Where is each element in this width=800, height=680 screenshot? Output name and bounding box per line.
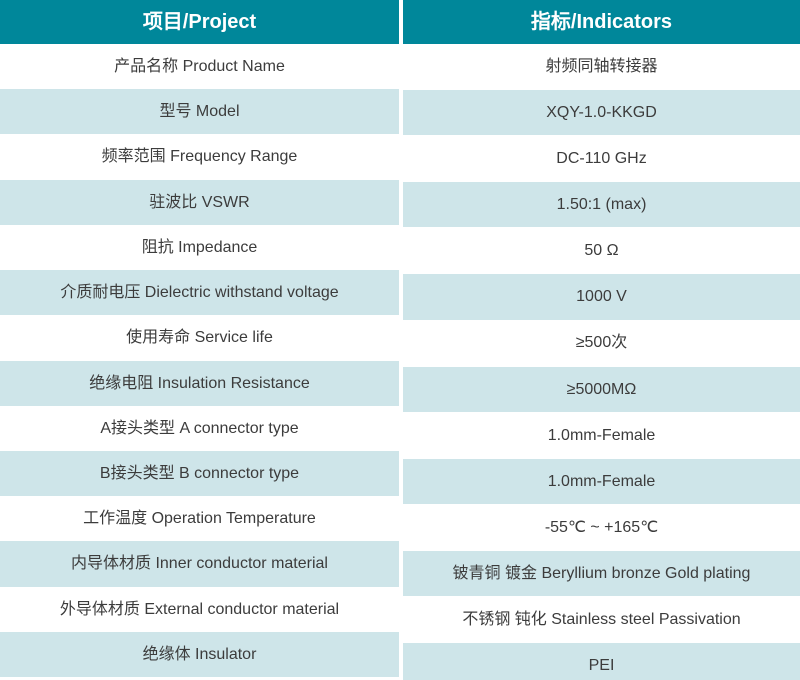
column-divider — [399, 0, 403, 44]
table-row: A接头类型 A connector type 1.0mm-Female — [0, 405, 800, 458]
project-cell: 内导体材质 Inner conductor material — [0, 541, 399, 587]
project-cell: 频率范围 Frequency Range — [0, 134, 399, 180]
column-divider — [399, 224, 403, 271]
indicator-cell: 1.0mm-Female — [403, 412, 800, 458]
table-row: 内导体材质 Inner conductor material 铍青铜 镀金 Ber… — [0, 541, 800, 596]
indicator-cell: 1000 V — [403, 274, 800, 320]
column-divider — [399, 586, 403, 632]
table-row: 阻抗 Impedance 50 Ω — [0, 224, 800, 274]
header-cell-project: 项目/Project — [0, 0, 399, 44]
table-row: 工作温度 Operation Temperature -55℃ ~ +165℃ — [0, 496, 800, 550]
project-cell: 型号 Model — [0, 89, 399, 135]
indicator-cell: 50 Ω — [403, 228, 800, 274]
indicator-cell: 射频同轴转接器 — [403, 44, 800, 90]
column-divider — [399, 541, 403, 587]
table-row: 绝缘电阻 Insulation Resistance ≥5000MΩ — [0, 360, 800, 412]
table-row: 驻波比 VSWR 1.50:1 (max) — [0, 179, 800, 228]
project-cell: B接头类型 B connector type — [0, 450, 399, 497]
column-divider — [399, 360, 403, 406]
project-cell: 外导体材质 External conductor material — [0, 586, 399, 632]
table-row: 型号 Model XQY-1.0-KKGD — [0, 89, 800, 136]
indicator-cell: 1.0mm-Female — [403, 458, 800, 504]
indicator-cell: 1.50:1 (max) — [403, 182, 800, 228]
column-divider — [399, 450, 403, 497]
column-divider — [399, 315, 403, 361]
project-cell: 介质耐电压 Dielectric withstand voltage — [0, 270, 399, 316]
project-cell: 工作温度 Operation Temperature — [0, 496, 399, 542]
table-row: 介质耐电压 Dielectric withstand voltage 1000 V — [0, 270, 800, 320]
column-divider — [399, 134, 403, 180]
indicator-cell: ≥500次 — [403, 320, 800, 366]
table-row: 使用寿命 Service life ≥500次 — [0, 315, 800, 366]
table-row: 绝缘体 Insulator PEI — [0, 631, 800, 680]
column-divider — [399, 179, 403, 225]
table-row: B接头类型 B connector type 1.0mm-Female — [0, 450, 800, 504]
column-divider — [399, 496, 403, 542]
project-cell: 使用寿命 Service life — [0, 315, 399, 361]
column-divider — [399, 44, 403, 90]
table-header-row: 项目/Project 指标/Indicators — [0, 0, 800, 44]
table-row: 外导体材质 External conductor material 不锈钢 钝化 … — [0, 586, 800, 643]
project-cell: 阻抗 Impedance — [0, 224, 399, 271]
project-cell: 驻波比 VSWR — [0, 179, 399, 225]
column-divider — [399, 631, 403, 678]
indicator-cell: XQY-1.0-KKGD — [403, 90, 800, 136]
column-divider — [399, 405, 403, 451]
indicator-cell: 铍青铜 镀金 Beryllium bronze Gold plating — [403, 550, 800, 596]
project-cell: 产品名称 Product Name — [0, 44, 399, 90]
table-row: 频率范围 Frequency Range DC-110 GHz — [0, 134, 800, 182]
column-divider — [399, 89, 403, 135]
project-cell: A接头类型 A connector type — [0, 405, 399, 451]
project-cell: 绝缘电阻 Insulation Resistance — [0, 360, 399, 406]
indicator-cell: 不锈钢 钝化 Stainless steel Passivation — [403, 596, 800, 643]
project-cell: 绝缘体 Insulator — [0, 631, 399, 678]
header-cell-indicators: 指标/Indicators — [403, 0, 800, 44]
table-row: 产品名称 Product Name 射频同轴转接器 — [0, 44, 800, 90]
column-divider — [399, 270, 403, 316]
indicator-cell: ≥5000MΩ — [403, 366, 800, 412]
indicator-cell: DC-110 GHz — [403, 136, 800, 182]
indicator-cell: PEI — [403, 642, 800, 680]
indicator-cell: -55℃ ~ +165℃ — [403, 504, 800, 550]
